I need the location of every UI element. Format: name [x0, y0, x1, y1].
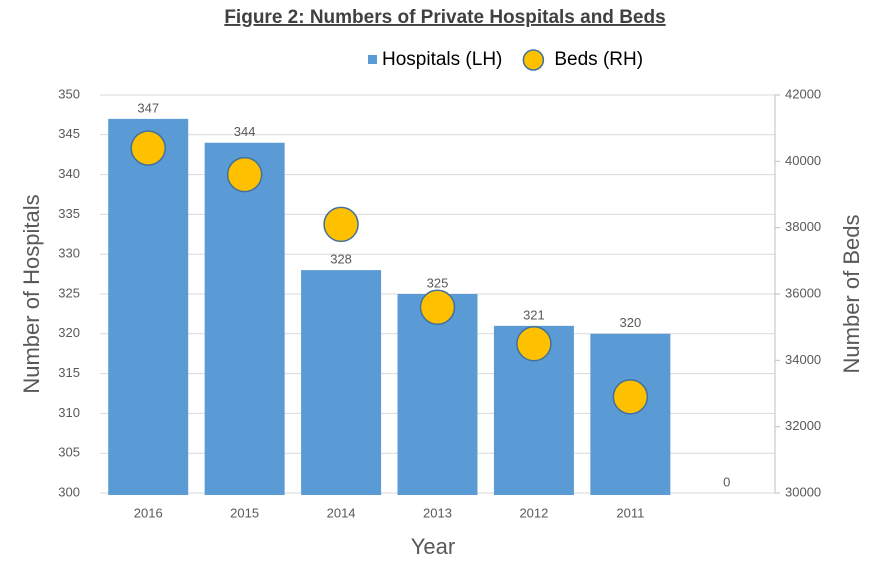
x-tick-label: 2012: [519, 505, 548, 520]
x-axis-title: Year: [411, 534, 455, 559]
y-tick-label: 315: [58, 365, 80, 380]
x-tick-label: 2016: [134, 505, 163, 520]
y2-tick-label: 40000: [785, 153, 821, 168]
y-tick-label: 305: [58, 445, 80, 460]
y2-tick-label: 30000: [785, 484, 821, 499]
legend-label: Hospitals (LH): [382, 49, 502, 70]
y-tick-label: 320: [58, 325, 80, 340]
y2-tick-label: 38000: [785, 219, 821, 234]
bed-marker: [612, 379, 649, 415]
bed-marker: [130, 130, 166, 166]
bed-marker: [419, 289, 456, 326]
y-tick-label: 335: [58, 206, 80, 221]
y-tick-label: 330: [58, 246, 80, 261]
y-axis-title: Number of Hospitals: [19, 194, 44, 393]
bed-marker: [516, 326, 552, 362]
data-label: 321: [523, 307, 545, 322]
y2-tick-label: 36000: [785, 285, 821, 300]
data-label: 325: [427, 275, 449, 290]
data-label: 0: [723, 474, 730, 489]
y-tick-label: 300: [58, 484, 80, 499]
legend-label: Beds (RH): [554, 49, 643, 70]
x-tick-label: 2011: [616, 505, 644, 520]
y-tick-label: 340: [58, 166, 80, 181]
y-tick-label: 350: [58, 86, 80, 101]
x-tick-label: 2013: [423, 505, 452, 520]
x-tick-label: 2014: [327, 505, 356, 520]
chart-title: Figure 2: Numbers of Private Hospitals a…: [224, 7, 665, 28]
data-label: 320: [620, 315, 642, 330]
bar: [204, 142, 285, 495]
y2-tick-label: 32000: [785, 418, 821, 433]
y2-tick-label: 42000: [785, 86, 821, 101]
legend-swatch: [368, 55, 377, 64]
bar: [397, 294, 478, 495]
data-label: 344: [234, 124, 256, 139]
y2-axis-title: Number of Beds: [839, 215, 864, 374]
data-label: 328: [330, 252, 352, 267]
bed-marker: [226, 156, 263, 193]
legend-swatch: [522, 49, 545, 71]
x-tick-label: 2015: [230, 505, 259, 520]
y-tick-label: 345: [58, 126, 80, 141]
y2-tick-label: 34000: [785, 352, 821, 367]
bar: [301, 270, 382, 495]
bed-marker: [323, 206, 359, 243]
bar: [108, 118, 189, 495]
y-tick-label: 310: [58, 405, 80, 420]
y-tick-label: 325: [58, 285, 80, 300]
data-label: 347: [137, 100, 159, 115]
